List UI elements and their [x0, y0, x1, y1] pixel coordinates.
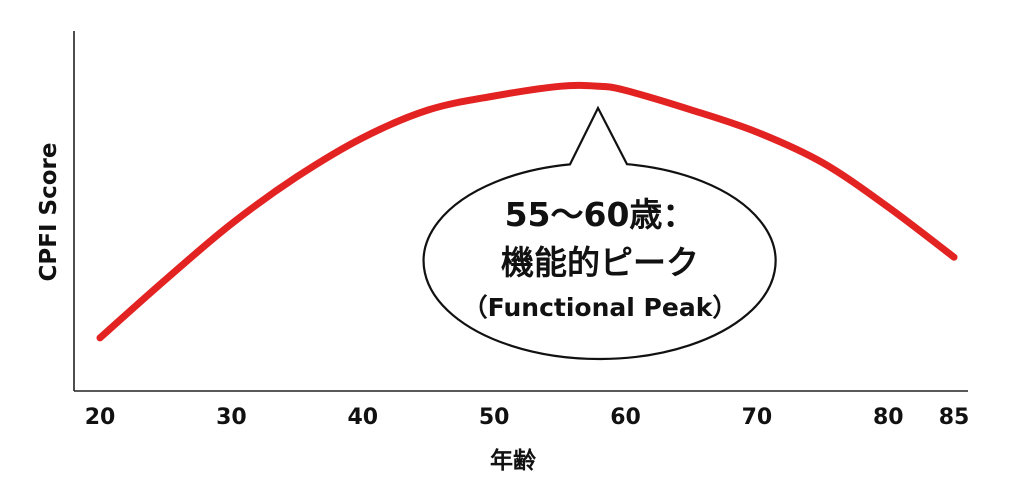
- series-group: [96, 81, 958, 342]
- axes: [73, 31, 968, 392]
- y-axis-title: CPFI Score: [36, 143, 62, 282]
- callout-bubble: [422, 105, 777, 361]
- callout-line-1: 55〜60歳：: [505, 195, 696, 234]
- x-tick-labels: 20 30 40 50 60 70 80 85: [85, 405, 970, 430]
- x-tick-label: 80: [873, 405, 904, 430]
- x-tick-label: 20: [85, 405, 116, 430]
- callout-line-3: （Functional Peak）: [463, 293, 738, 322]
- x-tick-label: 60: [610, 405, 641, 430]
- x-axis-title: 年齢: [490, 447, 536, 474]
- x-tick-label: 50: [479, 405, 510, 430]
- callout-line-2: 機能的ピーク: [501, 243, 699, 282]
- x-tick-label: 70: [742, 405, 773, 430]
- x-tick-label: 85: [939, 405, 970, 430]
- peak-callout: 55〜60歳： 機能的ピーク （Functional Peak）: [422, 105, 777, 361]
- cpfi-series-line: [96, 81, 958, 342]
- x-tick-label: 40: [347, 405, 378, 430]
- x-tick-label: 30: [216, 405, 247, 430]
